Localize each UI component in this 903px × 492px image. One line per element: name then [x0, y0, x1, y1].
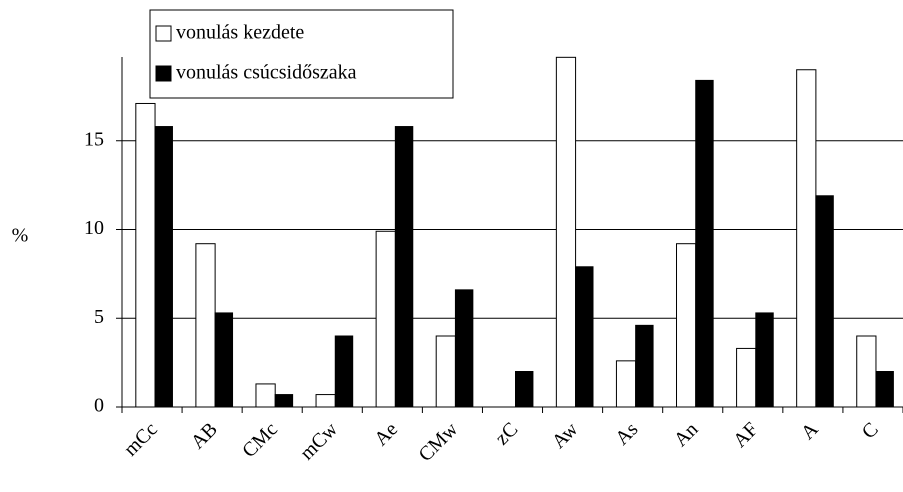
y-tick-label: 5: [94, 306, 104, 328]
bar: [255, 383, 276, 408]
y-tick-label: 10: [84, 217, 104, 239]
bar: [695, 79, 714, 408]
x-tick-label: An: [670, 418, 703, 451]
bar: [394, 126, 414, 408]
bar: [575, 266, 594, 408]
bar: [815, 195, 834, 408]
bar: [635, 324, 654, 408]
bar: [454, 289, 474, 408]
bar: [334, 335, 354, 408]
bar: [555, 56, 577, 408]
bar: [755, 312, 774, 408]
x-tick-label: Aw: [548, 418, 583, 453]
y-tick-label: 15: [84, 128, 104, 150]
bar: [856, 335, 877, 408]
x-tick-label: CMc: [238, 418, 282, 462]
bar: [796, 69, 817, 408]
x-tick-label: AF: [729, 418, 763, 452]
bar: [135, 102, 156, 408]
x-tick-label: mCw: [296, 418, 343, 465]
x-tick-label: A: [797, 418, 823, 444]
bar: [154, 126, 173, 408]
x-tick-label: CMw: [414, 418, 462, 466]
x-tick-label: Ae: [370, 418, 402, 450]
x-tick-label: As: [611, 418, 642, 449]
x-tick-label: mCc: [120, 418, 162, 460]
x-tick-label: zC: [491, 418, 522, 449]
bar: [214, 312, 234, 408]
legend-swatch: [155, 25, 172, 42]
legend-box: [149, 9, 454, 99]
x-tick-label: C: [858, 418, 883, 443]
bar: [435, 335, 456, 408]
x-tick-label: AB: [187, 418, 222, 453]
y-axis-label: %: [12, 225, 29, 247]
bar: [195, 243, 216, 408]
bar: [375, 230, 396, 408]
bar: [676, 243, 697, 408]
bar: [875, 371, 894, 408]
legend-label: vonulás kezdete: [176, 22, 304, 44]
bar: [515, 371, 534, 408]
legend-swatch: [155, 65, 172, 82]
bar: [615, 360, 637, 408]
y-tick-label: 0: [94, 395, 104, 417]
bar: [315, 394, 336, 408]
bar: [736, 347, 757, 408]
bar: [274, 394, 294, 408]
legend-label: vonulás csúcsidőszaka: [176, 62, 357, 84]
